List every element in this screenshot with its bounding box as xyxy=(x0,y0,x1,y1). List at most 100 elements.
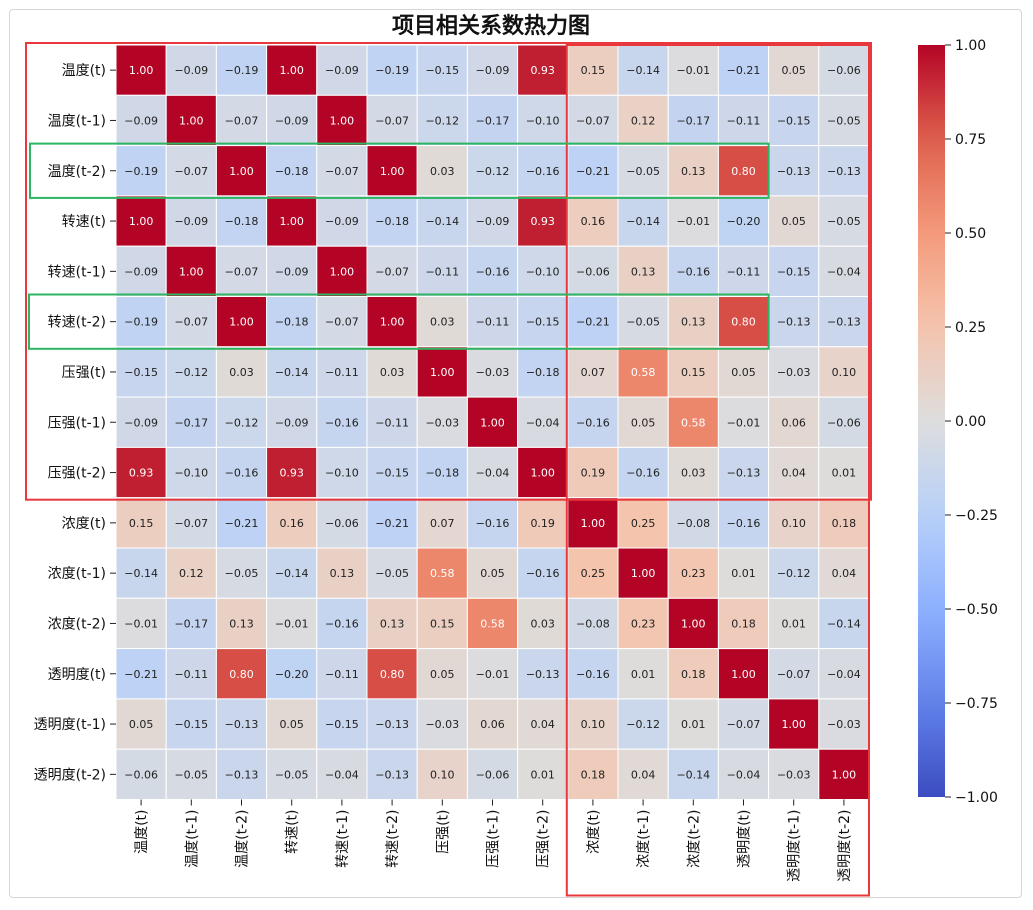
cell-value-label: −0.01 xyxy=(727,416,761,429)
heatmap-cell xyxy=(768,94,820,147)
cell-value-label: 0.05 xyxy=(480,567,505,580)
y-tick-label: 浓度(t-2) xyxy=(48,616,106,632)
cell-value-label: −0.09 xyxy=(325,64,359,77)
heatmap-cell xyxy=(717,497,770,549)
colorbar-tick-label: 0.00 xyxy=(955,414,986,430)
cell-value-label: −0.18 xyxy=(375,215,409,228)
heatmap-cell xyxy=(567,698,619,750)
heatmap-cell xyxy=(215,547,268,599)
cell-value-label: −0.14 xyxy=(275,567,309,580)
cell-value-label: −0.03 xyxy=(476,366,510,379)
y-tick-label: 温度(t) xyxy=(62,63,106,79)
cell-value-label: 0.25 xyxy=(631,517,656,530)
heatmap-cell xyxy=(316,698,368,750)
x-tick-label: 浓度(t) xyxy=(586,810,602,854)
colorbar-tick-label: −0.75 xyxy=(955,696,998,712)
cell-value-label: −0.10 xyxy=(526,265,560,278)
cell-value-label: 0.03 xyxy=(430,316,455,329)
cell-value-label: −0.20 xyxy=(727,215,761,228)
heatmap-cell xyxy=(165,94,217,147)
heatmap-cell xyxy=(517,497,569,549)
cell-value-label: 0.07 xyxy=(581,366,606,379)
x-tick-label: 温度(t-1) xyxy=(184,810,200,868)
heatmap-cell xyxy=(416,346,468,398)
y-tick-label: 温度(t-1) xyxy=(48,113,106,129)
cell-value-label: −0.14 xyxy=(124,567,158,580)
heatmap-cell xyxy=(567,497,619,549)
heatmap-cell xyxy=(115,748,167,801)
y-tick-label: 压强(t-1) xyxy=(48,415,106,431)
cell-value-label: −0.11 xyxy=(325,366,359,379)
cell-value-label: −0.12 xyxy=(476,165,510,178)
cell-value-label: −0.10 xyxy=(174,467,208,480)
x-tick-label: 转速(t-1) xyxy=(335,810,351,868)
cell-value-label: −0.15 xyxy=(526,316,560,329)
heatmap-cell xyxy=(567,145,619,197)
heatmap-cell xyxy=(717,547,770,599)
heatmap-cell xyxy=(366,597,418,650)
heatmap-cell xyxy=(818,497,870,549)
cell-value-label: 0.05 xyxy=(781,64,806,77)
cell-value-label: 1.00 xyxy=(480,416,505,429)
cell-value-label: 1.00 xyxy=(279,215,304,228)
cell-value-label: 0.19 xyxy=(530,517,555,530)
heatmap-cell xyxy=(667,195,719,247)
cell-value-label: −0.12 xyxy=(626,718,660,731)
x-tick-label: 压强(t-1) xyxy=(486,810,502,868)
x-tick-label: 浓度(t-2) xyxy=(686,810,702,868)
heatmap-cell xyxy=(717,245,770,297)
heatmap-cell xyxy=(466,497,519,549)
heatmap-cell xyxy=(667,396,719,448)
heatmap-cell xyxy=(466,195,519,247)
heatmap-cell xyxy=(818,296,870,348)
cell-value-label: 0.19 xyxy=(581,467,606,480)
heatmap-cell xyxy=(416,497,468,549)
cell-value-label: −0.09 xyxy=(275,416,309,429)
cell-value-label: −0.07 xyxy=(225,265,259,278)
heatmap-cell xyxy=(567,396,619,448)
cell-value-label: 0.13 xyxy=(631,265,656,278)
heatmap-cell xyxy=(416,748,468,801)
heatmap-cell xyxy=(617,396,669,448)
heatmap-cell xyxy=(215,296,268,348)
x-axis: 温度(t) 温度(t-1) 温度(t-2) 转速(t) 转速(t-1) 转速(t-2) 压强… xyxy=(134,799,853,882)
heatmap-cell xyxy=(567,195,619,247)
cell-value-label: −0.21 xyxy=(576,316,610,329)
cell-value-label: 0.12 xyxy=(179,567,204,580)
heatmap-cell xyxy=(215,597,268,650)
cell-value-label: −0.18 xyxy=(526,366,560,379)
cell-value-label: 1.00 xyxy=(380,165,405,178)
heatmap-cell xyxy=(316,748,368,801)
heatmap-cell xyxy=(717,446,770,499)
heatmap-cell xyxy=(617,44,669,96)
cell-value-label: 0.05 xyxy=(631,416,656,429)
cell-value-label: −0.05 xyxy=(225,567,259,580)
cell-value-label: −0.08 xyxy=(676,517,710,530)
x-tick-label: 转速(t) xyxy=(285,810,301,854)
heatmap-cell xyxy=(818,698,870,750)
heatmap-cell xyxy=(517,396,569,448)
cell-value-label: −0.21 xyxy=(225,517,259,530)
cell-value-label: −0.01 xyxy=(676,64,710,77)
cell-value-label: −0.17 xyxy=(476,114,510,127)
cell-value-label: 1.00 xyxy=(581,517,606,530)
heatmap-cell xyxy=(266,748,318,801)
heatmap-cell xyxy=(366,94,418,147)
x-tick-label: 透明度(t-1) xyxy=(787,810,803,882)
heatmap-cell xyxy=(818,648,870,700)
cell-value-label: −0.07 xyxy=(325,165,359,178)
heatmap-cell xyxy=(165,748,217,801)
cell-value-label: 0.03 xyxy=(530,617,555,630)
heatmap-cell xyxy=(316,396,368,448)
cell-value-label: 0.93 xyxy=(129,467,154,480)
heatmap-cell xyxy=(768,396,820,448)
heatmap-cell xyxy=(617,547,669,599)
heatmap-cell xyxy=(466,296,519,348)
heatmap-cell xyxy=(316,94,368,147)
cell-value-label: −0.11 xyxy=(425,265,459,278)
heatmap-cell xyxy=(165,145,217,197)
heatmap-cell xyxy=(316,245,368,297)
heatmap-cell xyxy=(165,296,217,348)
heatmap-cell xyxy=(266,245,318,297)
heatmap-cell xyxy=(617,698,669,750)
